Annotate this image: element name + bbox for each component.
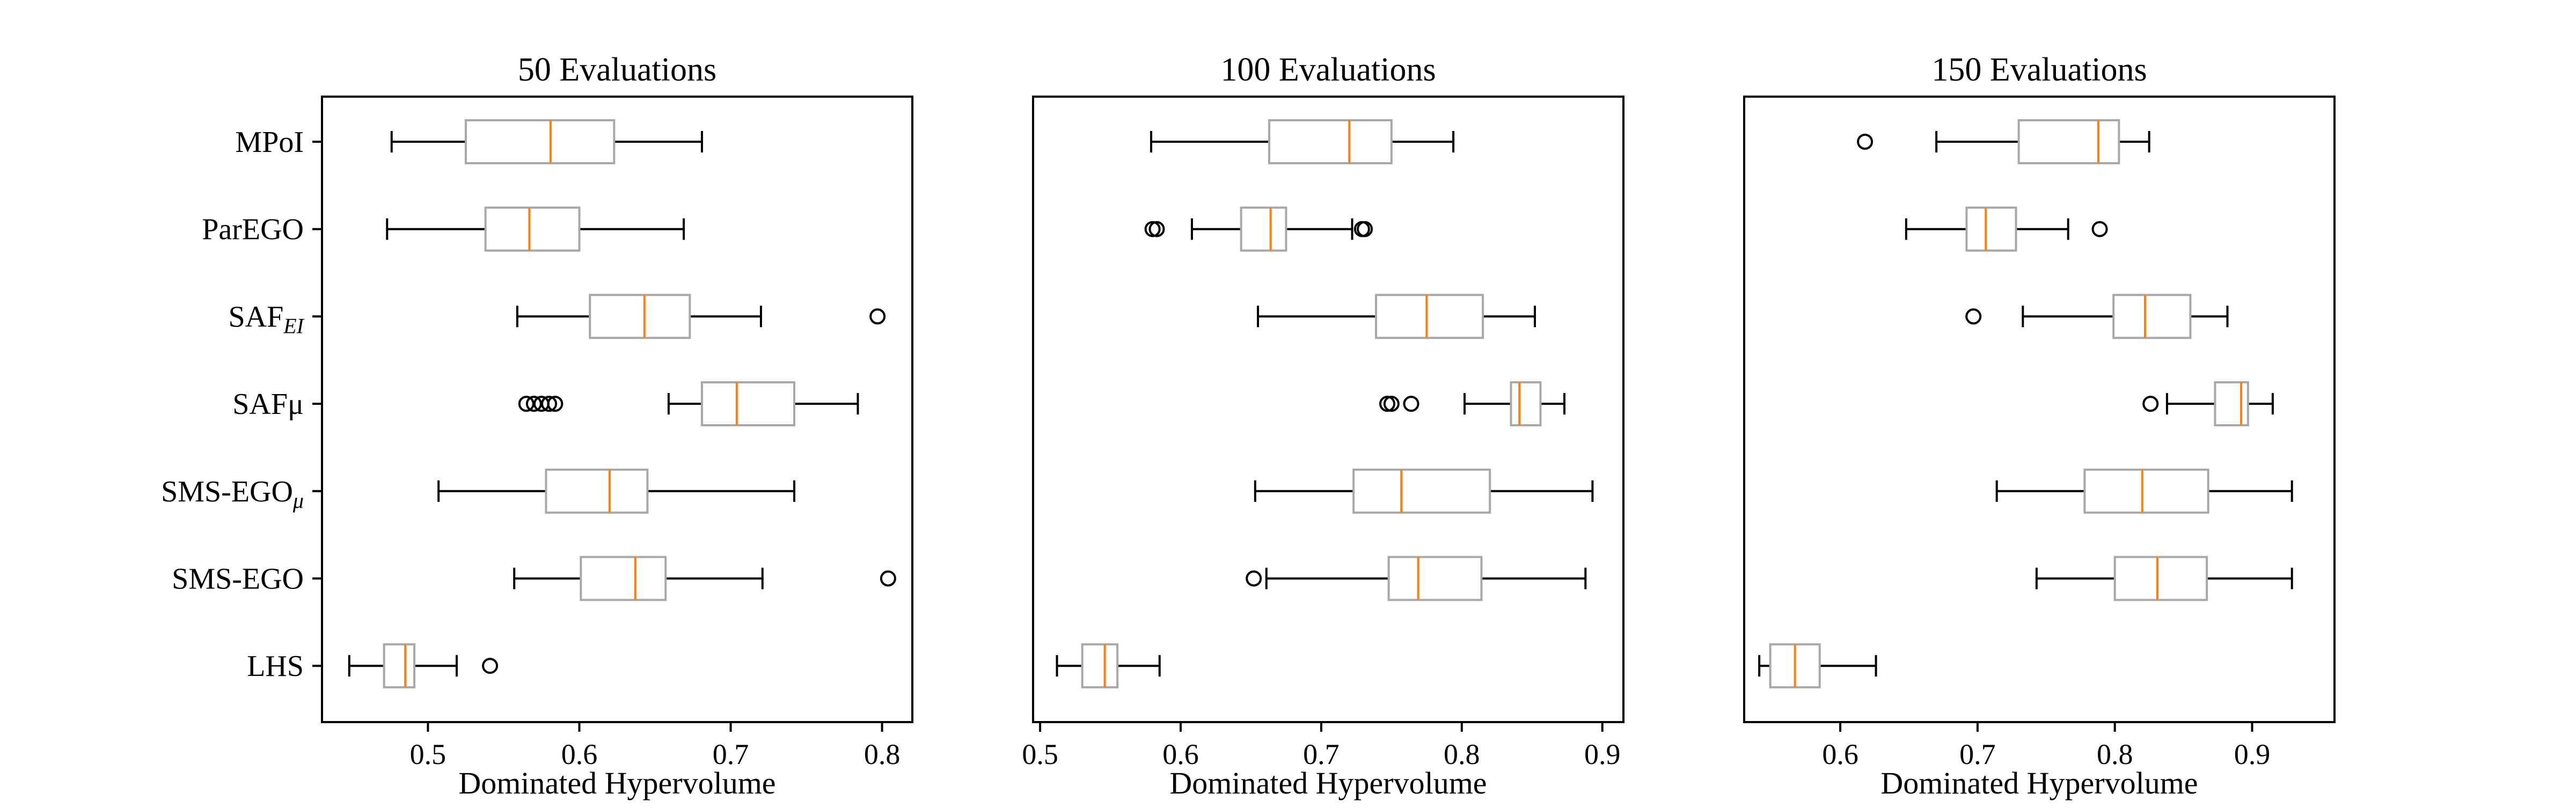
outlier-point <box>1246 570 1262 587</box>
x-tick-label: 0.6 <box>1822 738 1858 770</box>
box-3 <box>1257 294 1536 339</box>
box-5 <box>1254 468 1594 514</box>
outlier-point <box>518 396 535 412</box>
box-5 <box>437 468 795 514</box>
y-tick-label: SAFEI <box>229 300 305 338</box>
box-iqr <box>484 206 581 252</box>
box-5 <box>1995 468 2293 514</box>
panel-title: 50 Evaluations <box>518 52 716 88</box>
panel-2: 100 Evaluations 0.5 0.6 0.7 0.8 0.9 Dominated … <box>1022 52 1624 800</box>
box-iqr <box>545 468 649 514</box>
outlier-point <box>880 570 896 587</box>
outlier-point <box>2091 221 2108 237</box>
y-tick-label: ParEGO <box>202 213 304 246</box>
box-iqr <box>1352 468 1491 514</box>
x-tick-label: 0.7 <box>713 738 749 770</box>
y-tick-label: SAFμ <box>232 388 304 421</box>
x-tick-label: 0.8 <box>2097 738 2133 770</box>
box-iqr <box>2214 381 2249 427</box>
outlier-point <box>547 396 564 412</box>
box-1 <box>1857 119 2150 164</box>
box-7 <box>1056 643 1161 689</box>
box-4 <box>2142 381 2274 427</box>
outlier-point <box>482 658 499 674</box>
box-iqr <box>2112 294 2192 339</box>
box-iqr <box>700 381 796 427</box>
x-tick-label: 0.8 <box>864 738 901 770</box>
box-iqr <box>1240 206 1287 252</box>
outlier-point <box>525 396 542 412</box>
y-tick-label: LHS <box>247 650 304 683</box>
outlier-point <box>1383 396 1400 412</box>
outlier-point <box>1144 221 1161 237</box>
x-tick-label: 0.6 <box>1162 738 1199 770</box>
y-tick-label: SMS-EGOμ <box>161 475 304 513</box>
box-2 <box>386 206 685 252</box>
box-iqr <box>2017 119 2120 164</box>
panel-1: 50 Evaluations 0.5 0.6 0.7 0.8 Dominated Hype… <box>161 52 913 800</box>
box-iqr <box>1375 294 1484 339</box>
panel-title: 100 Evaluations <box>1220 52 1436 88</box>
box-iqr <box>1268 119 1393 164</box>
panel-title: 150 Evaluations <box>1931 52 2147 88</box>
box-iqr <box>589 294 691 339</box>
x-tick-label: 0.9 <box>2234 738 2271 770</box>
y-tick-label: MPoI <box>235 126 304 159</box>
x-tick-label: 0.7 <box>1959 738 1996 770</box>
box-4 <box>518 381 859 427</box>
panel-3: 150 Evaluations 0.6 0.7 0.8 0.9 Dominated Hyp… <box>1743 52 2336 800</box>
box-iqr <box>2113 556 2208 601</box>
box-iqr <box>580 556 667 601</box>
box-iqr <box>1965 206 2017 252</box>
box-2 <box>1144 206 1373 252</box>
box-iqr <box>1387 556 1483 601</box>
box-7 <box>1758 643 1877 689</box>
box-6 <box>513 556 896 601</box>
x-tick-label: 0.5 <box>1022 738 1058 770</box>
box-iqr <box>2083 468 2209 514</box>
axes-frame <box>1032 96 1624 723</box>
box-iqr <box>1510 381 1542 427</box>
outlier-point <box>2142 396 2159 412</box>
x-axis-label: Dominated Hypervolume <box>1880 766 2198 800</box>
axes-frame <box>1743 96 2336 723</box>
axes-frame <box>321 96 913 723</box>
outlier-point <box>1857 134 1874 150</box>
outlier-point <box>1357 221 1373 237</box>
box-3 <box>1965 294 2229 339</box>
box-2 <box>1905 206 2108 252</box>
box-7 <box>348 643 499 689</box>
outlier-point <box>541 396 558 412</box>
y-tick-label: SMS-EGO <box>172 563 304 596</box>
box-1 <box>1150 119 1455 164</box>
box-1 <box>390 119 703 164</box>
x-axis-label: Dominated Hypervolume <box>1169 766 1487 800</box>
box-iqr <box>464 119 616 164</box>
box-6 <box>2035 556 2293 601</box>
x-tick-label: 0.7 <box>1303 738 1340 770</box>
outlier-point <box>1965 308 1982 325</box>
outlier-point <box>1379 396 1395 412</box>
box-iqr <box>383 643 416 689</box>
x-tick-label: 0.8 <box>1444 738 1480 770</box>
x-tick-label: 0.5 <box>410 738 447 770</box>
outlier-point <box>1148 221 1165 237</box>
outlier-point <box>1403 396 1419 412</box>
outlier-point <box>869 308 886 325</box>
x-tick-label: 0.9 <box>1584 738 1621 770</box>
x-axis-label: Dominated Hypervolume <box>458 766 775 800</box>
box-iqr <box>1081 643 1119 689</box>
x-tick-label: 0.6 <box>561 738 598 770</box>
box-6 <box>1246 556 1587 601</box>
box-3 <box>516 294 886 339</box>
box-4 <box>1379 381 1565 427</box>
